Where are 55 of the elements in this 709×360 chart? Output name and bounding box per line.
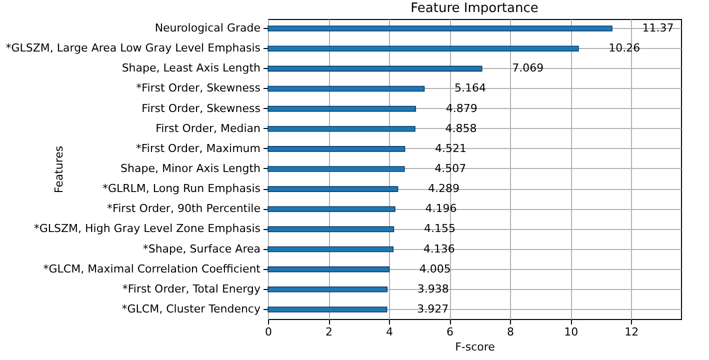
y-tick-label: *GLSZM, Large Area Low Gray Level Emphasis (6, 42, 261, 55)
data-label: 4.155 (424, 222, 456, 236)
y-tick-label: *First Order, Skewness (136, 82, 261, 95)
x-tick-label: 12 (624, 326, 639, 338)
x-tick-label: 6 (446, 326, 454, 338)
y-tick-label: Shape, Minor Axis Length (120, 162, 261, 175)
y-tick-label: First Order, Skewness (142, 102, 261, 115)
bar (268, 306, 388, 312)
bar (268, 26, 612, 32)
y-tick-label: *First Order, Maximum (136, 142, 260, 155)
y-tick-label: *Shape, Surface Area (142, 242, 260, 256)
bar (268, 206, 396, 212)
data-label: 3.938 (417, 282, 449, 296)
y-tick-label: *GLSZM, High Gray Level Zone Emphasis (34, 222, 261, 236)
bar (268, 226, 394, 232)
bar (268, 106, 416, 112)
bar (268, 246, 394, 252)
data-label: 4.136 (423, 242, 455, 256)
bar (268, 86, 425, 92)
chart-title: Feature Importance (410, 1, 538, 16)
data-label: 5.164 (454, 82, 486, 95)
x-tick-label: 8 (507, 326, 514, 338)
data-label: 10.26 (608, 42, 640, 55)
data-label: 4.289 (428, 182, 460, 196)
data-label: 11.37 (642, 22, 674, 35)
bar (268, 266, 390, 272)
data-label: 4.521 (435, 142, 467, 155)
y-tick-label: *First Order, 90th Percentile (107, 202, 261, 216)
y-tick-label: Shape, Least Axis Length (122, 62, 261, 75)
data-label: 4.879 (446, 102, 478, 115)
data-label: 4.858 (445, 122, 477, 135)
x-axis-title: F-score (455, 340, 496, 354)
x-tick-label: 0 (265, 326, 272, 338)
bar (268, 66, 482, 72)
x-tick-label: 4 (386, 326, 394, 338)
y-tick-label: Neurological Grade (154, 22, 261, 35)
x-tick-label: 2 (326, 326, 333, 338)
data-label: 4.507 (434, 162, 466, 175)
x-tick-label: 10 (564, 326, 578, 338)
y-tick-label: First Order, Median (156, 122, 261, 135)
y-tick-label: *First Order, Total Energy (122, 282, 261, 296)
bar (268, 186, 398, 192)
y-tick-label: *GLCM, Maximal Correlation Coefficient (43, 262, 262, 276)
bar (268, 166, 405, 172)
data-label: 7.069 (512, 62, 544, 75)
data-label: 4.005 (419, 262, 451, 276)
y-tick-label: *GLRLM, Long Run Emphasis (102, 182, 261, 196)
bar (268, 146, 406, 152)
data-label: 3.927 (417, 302, 449, 316)
y-tick-label: *GLCM, Cluster Tendency (122, 302, 261, 316)
y-axis-title: Features (52, 146, 66, 194)
bar (268, 126, 416, 132)
bar (268, 46, 579, 52)
bar (268, 286, 388, 292)
data-label: 4.196 (425, 202, 457, 216)
